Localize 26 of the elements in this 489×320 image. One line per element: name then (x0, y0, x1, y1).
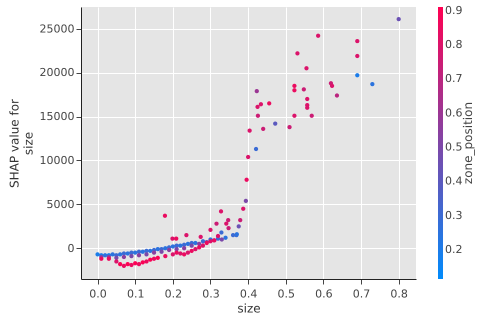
color-bar-label: 0.8 (445, 38, 462, 51)
x-axis-title: size (237, 302, 261, 316)
y-axis-title: SHAP value for size (8, 98, 36, 188)
y-tick-label: 10000 (40, 154, 74, 167)
color-bar-label: 0.3 (445, 208, 462, 222)
color-bar-title: zone_position (461, 102, 475, 184)
x-tick-label: 0.0 (89, 288, 107, 300)
color-bar-label: 0.7 (445, 72, 462, 86)
x-tick-label: 0.3 (202, 288, 220, 300)
x-tick-label: 0.8 (390, 288, 408, 300)
x-tick-label: 0.1 (126, 288, 144, 300)
color-bar-label: 0.9 (445, 4, 462, 17)
color-bar-label: 0.6 (445, 106, 462, 120)
y-tick-label: 20000 (40, 66, 74, 80)
x-tick-label: 0.4 (240, 288, 258, 300)
x-tick-label: 0.6 (315, 288, 333, 300)
y-tick-label: 15000 (40, 110, 74, 124)
color-bar-label: 0.5 (445, 140, 462, 154)
x-tick-label: 0.2 (164, 288, 182, 300)
y-tick-label: 5000 (46, 198, 74, 211)
y-tick-label: 0 (68, 242, 74, 255)
x-tick-label: 0.5 (278, 288, 296, 300)
color-bar-label: 0.4 (445, 174, 462, 188)
y-tick-label: 25000 (40, 22, 74, 36)
color-bar-label: 0.2 (445, 242, 462, 256)
x-tick-label: 0.7 (352, 288, 370, 300)
